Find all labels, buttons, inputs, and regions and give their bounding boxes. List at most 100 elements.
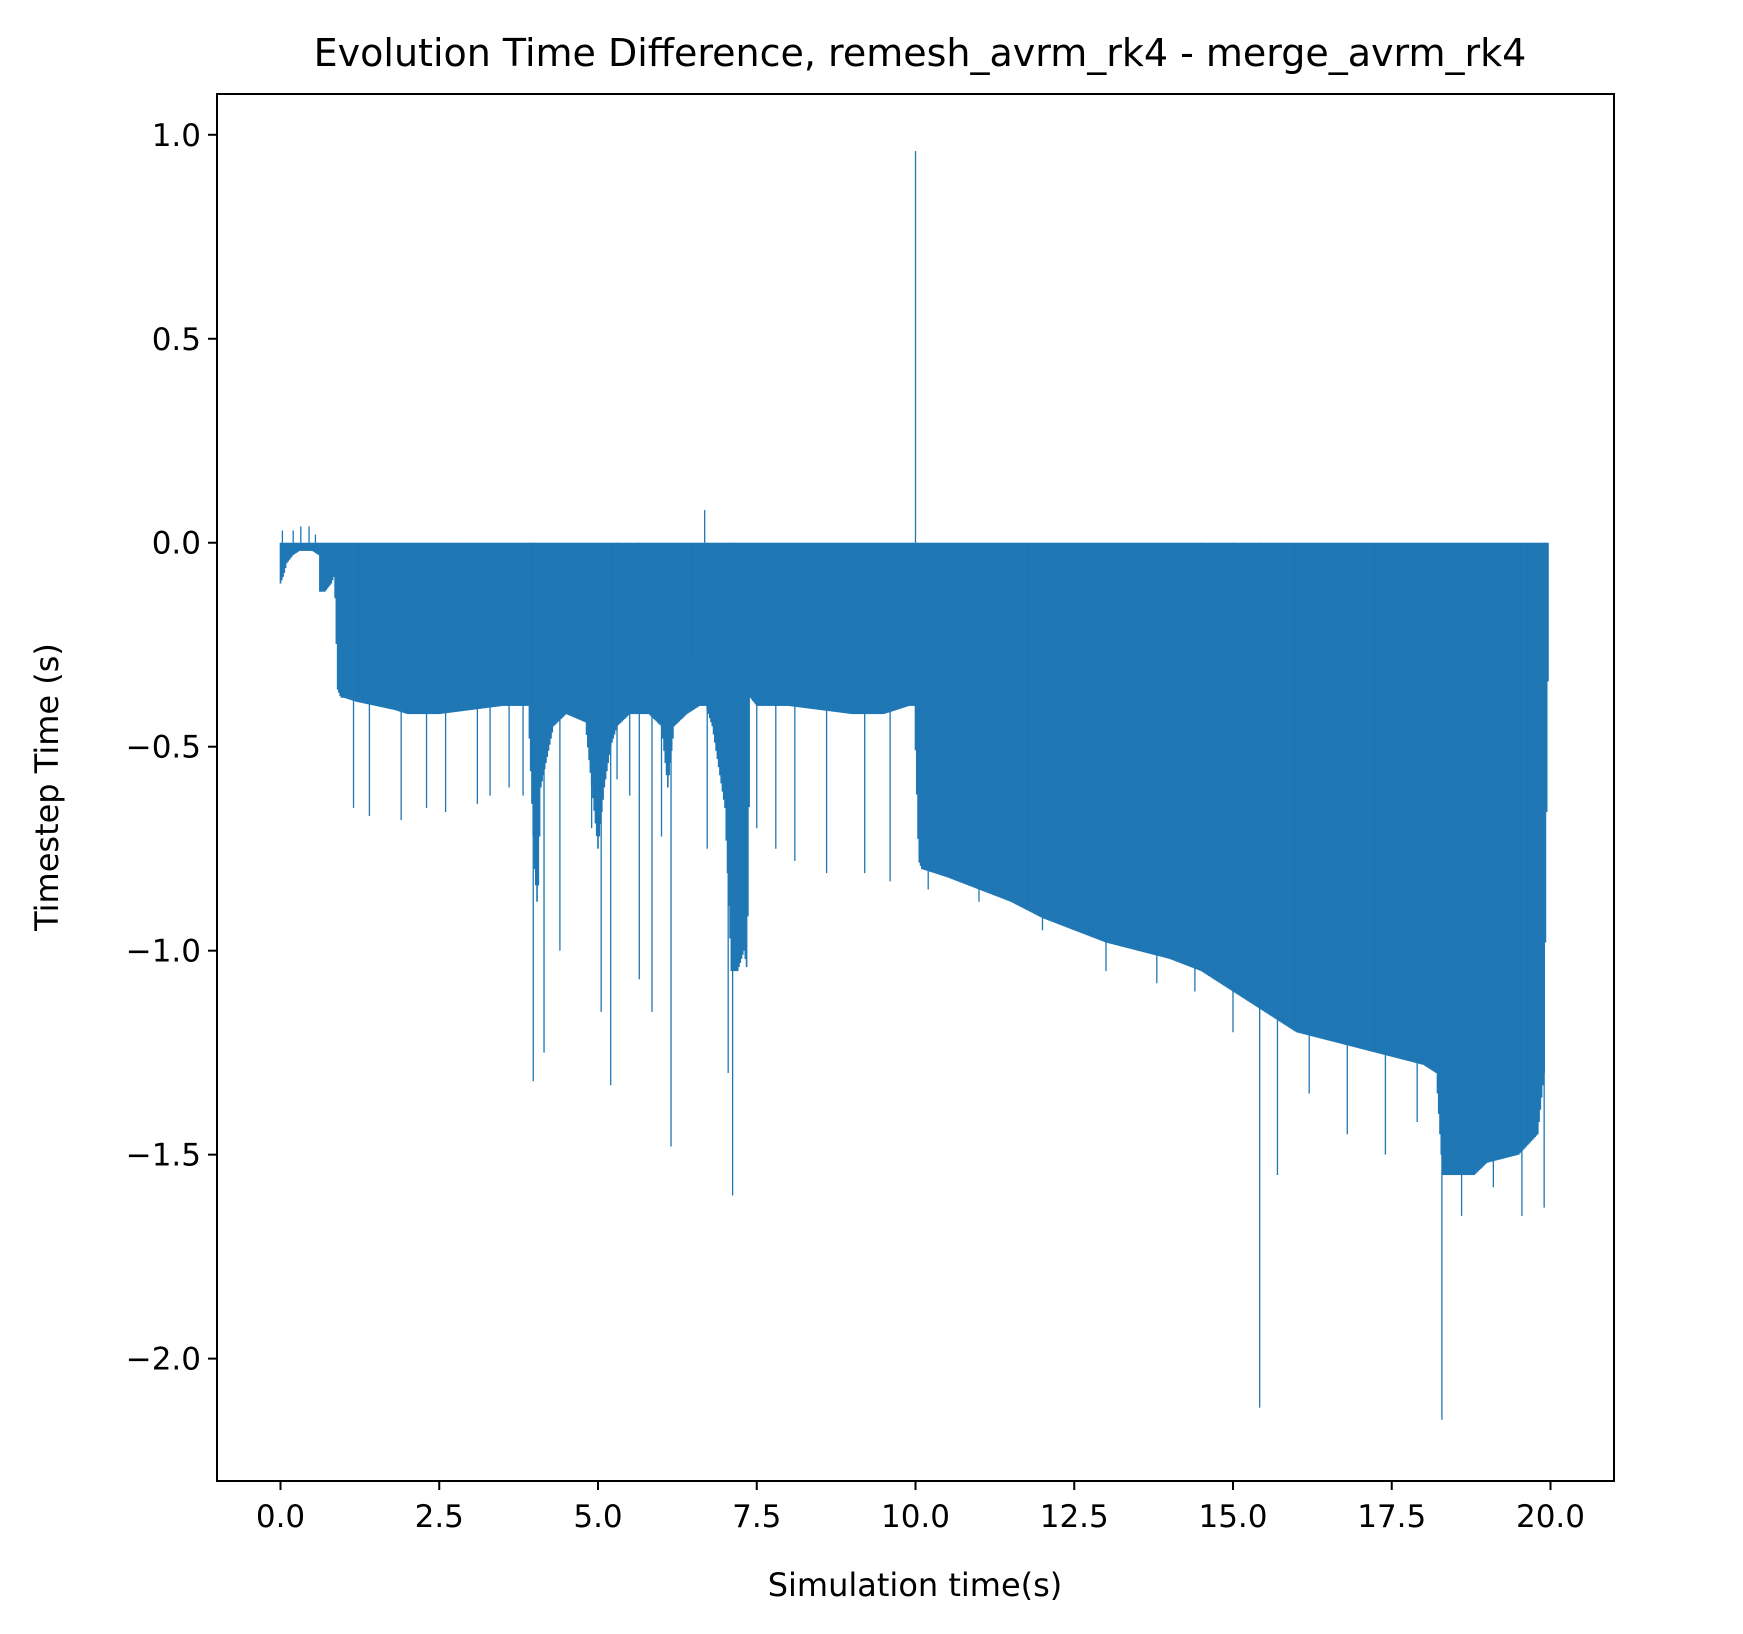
bar [823, 542, 825, 711]
bar [1046, 542, 1049, 920]
bar [1329, 542, 1332, 1042]
bar [1138, 542, 1140, 952]
bar [773, 542, 776, 706]
bar [517, 542, 519, 706]
bar [1088, 542, 1091, 937]
bar [658, 542, 660, 724]
bar [1360, 542, 1363, 1049]
bar [886, 542, 889, 713]
bar [874, 542, 876, 715]
bar [1062, 542, 1064, 926]
bar [557, 542, 560, 722]
bar [1213, 542, 1215, 980]
bar [1363, 542, 1365, 1050]
bar [1067, 542, 1069, 928]
bar [730, 542, 733, 972]
bar [796, 542, 799, 708]
bar [1446, 542, 1449, 1176]
bar [416, 542, 419, 715]
bar [1495, 542, 1497, 1161]
plot-area [279, 151, 1549, 1420]
bar [1467, 542, 1469, 1176]
bar [1229, 542, 1232, 990]
bar [341, 542, 344, 698]
bar [349, 542, 352, 700]
bar [1470, 542, 1473, 1176]
bar [1100, 542, 1102, 941]
bar [357, 542, 359, 703]
bar [943, 542, 946, 877]
bar [672, 542, 674, 739]
bar [575, 542, 578, 719]
bar [754, 542, 757, 705]
bar [1303, 542, 1305, 1035]
bar [1380, 542, 1383, 1055]
bar [1455, 542, 1458, 1176]
bar [498, 542, 500, 707]
bar [1175, 542, 1177, 962]
bar [835, 542, 838, 713]
bar [1126, 542, 1129, 949]
bar [1199, 542, 1201, 971]
bar [1238, 542, 1241, 996]
bar [487, 542, 490, 708]
bar [340, 542, 343, 698]
bar [847, 542, 849, 714]
bar [449, 542, 452, 713]
bar [1361, 542, 1364, 1050]
bar [1340, 542, 1342, 1044]
bar [1030, 542, 1032, 913]
bar [757, 542, 759, 706]
bar [1072, 542, 1074, 930]
bar [589, 542, 592, 773]
bar [1468, 542, 1471, 1176]
bar [667, 542, 669, 788]
bar [1008, 542, 1011, 902]
bar [477, 542, 480, 710]
bar [1290, 542, 1293, 1030]
bar [1535, 542, 1538, 1136]
bar [800, 542, 803, 708]
bar [1313, 542, 1316, 1037]
bar [855, 542, 857, 715]
spike-series [281, 151, 1545, 1420]
bar [1196, 542, 1199, 970]
y-tick-label: 0.0 [152, 526, 201, 562]
bar [1204, 542, 1206, 974]
bar [868, 542, 871, 715]
bar [1477, 542, 1479, 1172]
bar [533, 542, 536, 870]
bar [1021, 542, 1023, 908]
bar [1054, 542, 1057, 923]
bar [460, 542, 462, 712]
bar [982, 542, 984, 891]
bar [1032, 542, 1035, 914]
bar [1020, 542, 1022, 907]
bar [410, 542, 413, 715]
bar [739, 542, 742, 963]
bar [818, 542, 820, 710]
bar [1512, 542, 1515, 1156]
bar [1333, 542, 1336, 1043]
bar [395, 542, 397, 711]
bar [1267, 542, 1270, 1015]
bar [1309, 542, 1312, 1036]
bar [974, 542, 976, 889]
bar [989, 542, 992, 894]
bar [1319, 542, 1322, 1039]
y-axis-ticks: 1.0 0.5 0.0 −0.5 −1.0 −1.5 −2.0 [126, 118, 217, 1378]
bar [432, 542, 434, 715]
bar [1195, 542, 1197, 970]
bar [767, 542, 769, 706]
bar [1089, 542, 1092, 937]
bar [655, 542, 658, 722]
bar [606, 542, 608, 772]
bar [1343, 542, 1346, 1045]
bar [1387, 542, 1389, 1056]
bar [564, 542, 566, 716]
bar [603, 542, 606, 788]
bar [1169, 542, 1172, 960]
bar [457, 542, 460, 712]
bar [1496, 542, 1498, 1161]
bar [1392, 542, 1394, 1058]
